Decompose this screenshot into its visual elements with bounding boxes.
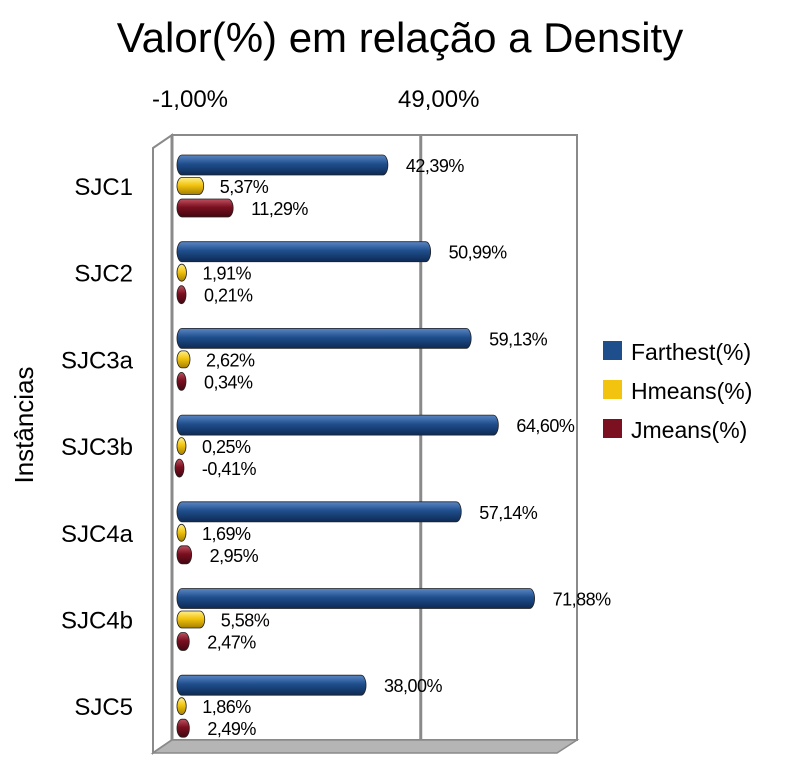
data-label: 2,62% [206, 350, 255, 370]
legend-label: Hmeans(%) [631, 378, 752, 404]
bar [176, 327, 472, 349]
data-label: 0,21% [204, 286, 253, 306]
bar [176, 198, 234, 218]
data-label: 0,25% [202, 437, 251, 457]
bar [176, 674, 367, 696]
bar [176, 545, 193, 565]
bar [176, 414, 499, 436]
bar [176, 371, 187, 391]
bar [176, 610, 206, 629]
data-labels: 42,39% 5,37%11,29% 50,99% 1,91%0,21% 59,13% 2… [202, 156, 612, 739]
data-label: 2,47% [207, 633, 256, 653]
bar [176, 350, 191, 369]
bar [176, 263, 187, 282]
plot-floor [150, 739, 580, 754]
data-label: 57,14% [479, 503, 538, 523]
bar [176, 501, 462, 523]
bar [176, 523, 187, 542]
data-label: 0,34% [204, 372, 253, 392]
data-label: 50,99% [449, 243, 508, 263]
data-label: 71,88% [553, 590, 612, 610]
category-label: SJC4a [61, 521, 134, 548]
bars [174, 154, 535, 738]
category-label: SJC2 [74, 261, 133, 288]
legend-swatch [603, 341, 622, 360]
data-label: -0,41% [202, 459, 257, 479]
category-labels: SJC1 SJC2 SJC3a SJC3b SJC4a SJC4b SJC5 [61, 174, 134, 721]
legend-swatch [603, 380, 622, 399]
data-label: 2,49% [207, 719, 256, 739]
data-label: 1,86% [202, 697, 251, 717]
x-tick-labels: -1,00% 49,00% [152, 86, 479, 113]
x-tick-label: -1,00% [152, 86, 228, 113]
gridlines [170, 135, 423, 740]
data-label: 38,00% [384, 676, 443, 696]
category-label: SJC3a [61, 347, 134, 374]
plot-side-wall [152, 133, 173, 755]
data-label: 64,60% [516, 416, 575, 436]
data-label: 5,37% [220, 177, 269, 197]
bar [176, 588, 535, 609]
bar [176, 241, 432, 263]
legend: Farthest(%) Hmeans(%) Jmeans(%) [603, 339, 752, 443]
bar [176, 718, 190, 738]
category-label: SJC3b [61, 434, 133, 461]
y-axis-label: Instâncias [9, 366, 39, 483]
category-label: SJC5 [74, 694, 133, 721]
legend-label: Jmeans(%) [631, 417, 747, 443]
category-label: SJC1 [74, 174, 133, 201]
x-tick-label: 49,00% [398, 86, 479, 113]
category-label: SJC4b [61, 608, 133, 635]
bar [176, 697, 187, 716]
chart-title: Valor(%) em relação a Density [117, 14, 683, 61]
bar [176, 154, 389, 176]
data-label: 2,95% [210, 546, 259, 566]
data-label: 59,13% [489, 329, 548, 349]
data-label: 11,29% [251, 199, 308, 219]
bar [174, 458, 185, 478]
data-label: 1,91% [202, 264, 251, 284]
legend-swatch [603, 419, 622, 438]
data-label: 5,58% [221, 611, 270, 631]
legend-label: Farthest(%) [631, 339, 751, 365]
bar [176, 437, 187, 456]
bar [176, 285, 187, 305]
bar [176, 177, 205, 195]
data-label: 1,69% [202, 524, 251, 544]
bar [176, 632, 190, 651]
data-label: 42,39% [406, 156, 465, 176]
